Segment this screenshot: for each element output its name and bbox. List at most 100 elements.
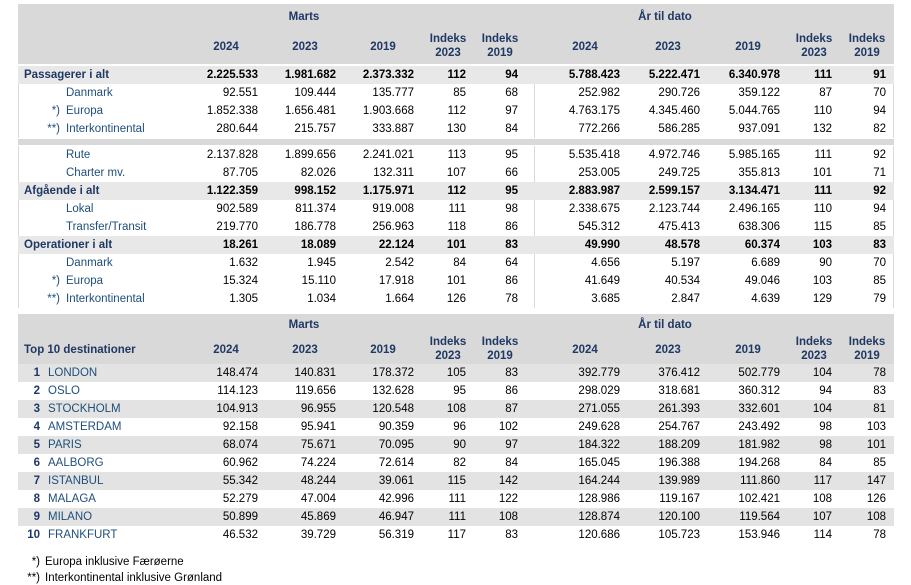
cell-ytd-indeks-2019: 78 [873,529,886,541]
row-label-text: Rute [66,149,91,161]
cell-marts-2023: 96.955 [300,403,336,415]
section-gap [526,146,542,164]
row-label: **) Interkontinental [18,293,186,305]
cell-ytd-2024: 392.779 [578,367,620,379]
footnote-interkontinental: **) Interkontinental inklusive Grønland [18,570,911,585]
cell-ytd-indeks-2023: 115 [813,221,832,233]
cell-marts-indeks-2019: 84 [505,457,518,469]
cell-marts-2024: 50.899 [222,511,258,523]
cell-marts-2023: 47.004 [300,493,336,505]
cell-ytd-2023: 261.393 [658,403,700,415]
col-header-ytd-2024: 2024 [572,41,598,53]
cell-ytd-indeks-2023: 114 [813,529,832,541]
cell-ytd-indeks-2019: 83 [873,239,886,251]
cell-marts-indeks-2023: 111 [448,203,466,215]
traffic-summary-table: Marts År til dato 2024 2023 2019 Indeks … [18,4,894,308]
cell-ytd-indeks-2019: 78 [873,367,886,379]
cell-marts-2019: 135.777 [372,87,414,99]
destination-label: 5 PARIS [18,439,186,451]
table-row: *) Europa 15.324 15.110 17.918 101 86 41.649 40.… [18,272,894,290]
section-label-marts: Marts [288,319,320,331]
cell-marts-indeks-2023: 82 [453,457,466,469]
cell-ytd-indeks-2023: 87 [819,87,832,99]
cell-marts-indeks-2023: 113 [447,149,466,161]
cell-marts-indeks-2019: 102 [498,421,518,433]
cell-marts-indeks-2019: 94 [505,69,518,81]
destination-label: 3 STOCKHOLM [18,403,186,415]
row-label-text: Lokal [66,203,94,215]
cell-marts-2023: 75.671 [300,439,336,451]
cell-ytd-indeks-2023: 90 [819,257,832,269]
section-label-ytd: År til dato [638,319,692,331]
cell-ytd-indeks-2023: 108 [812,493,832,505]
cell-marts-2024: 1.852.338 [206,105,258,117]
cell-ytd-2023: 290.726 [658,87,700,99]
table-row: Operationer i alt 18.261 18.089 22.124 101 83… [18,236,894,254]
cell-ytd-2019: 2.496.165 [728,203,780,215]
cell-ytd-indeks-2023: 98 [819,421,832,433]
cell-marts-2023: 109.444 [294,87,336,99]
cell-marts-indeks-2019: 68 [505,87,518,99]
col-header-ytd-2024: 2024 [572,344,598,356]
col-header-marts-2023: 2023 [292,344,318,356]
cell-ytd-indeks-2023: 94 [819,385,832,397]
cell-marts-2023: 48.244 [300,475,336,487]
cell-ytd-indeks-2019: 85 [873,457,886,469]
footnote-europa: *) Europa inklusive Færøerne [18,554,911,570]
col-header-marts-2023: 2023 [292,41,318,53]
cell-marts-indeks-2019: 78 [505,293,518,305]
row-label: Transfer/Transit [18,221,186,233]
cell-marts-indeks-2019: 66 [505,167,518,179]
cell-marts-indeks-2023: 112 [447,69,466,81]
cell-marts-2024: 2.137.828 [206,149,258,161]
cell-marts-2019: 120.548 [372,403,414,415]
table-row: Danmark 1.632 1.945 2.542 84 64 4.656 5.197 6.68… [18,254,894,272]
cell-marts-2019: 42.996 [378,493,414,505]
cell-ytd-indeks-2019: 101 [866,439,886,451]
table-row: **) Interkontinental 1.305 1.034 1.664 126 78 3… [18,290,894,308]
cell-marts-2024: 68.074 [222,439,258,451]
cell-marts-2023: 74.224 [300,457,336,469]
destination-rank: 4 [33,421,40,433]
footnote-marker: **) [27,572,40,584]
destination-rank: 6 [33,457,40,469]
section-gap [526,254,542,272]
cell-ytd-indeks-2019: 82 [873,123,886,135]
row-label-marker: **) [47,293,60,305]
cell-marts-2019: 178.372 [372,367,414,379]
cell-ytd-2023: 139.989 [658,475,700,487]
cell-marts-2019: 2.373.332 [362,69,414,81]
cell-ytd-2019: 360.312 [738,385,780,397]
cell-ytd-indeks-2019: 79 [873,293,886,305]
destination-name: AMSTERDAM [48,421,122,433]
cell-ytd-indeks-2023: 117 [813,475,832,487]
col-header-marts-indeks-2023: Indeks 2023 [429,33,467,59]
cell-marts-indeks-2023: 111 [448,511,466,523]
cell-ytd-2024: 5.535.418 [568,149,620,161]
cell-ytd-2024: 49.990 [584,239,620,251]
row-label: Passagerer i alt [18,69,186,81]
table-row: *) Europa 1.852.338 1.656.481 1.903.668 112 97… [18,102,894,120]
cell-marts-2019: 919.008 [372,203,414,215]
cell-marts-indeks-2019: 83 [505,239,518,251]
cell-marts-2024: 148.474 [216,367,258,379]
cell-ytd-2023: 4.972.746 [648,149,700,161]
cell-ytd-2023: 119.167 [659,493,700,505]
cell-marts-2019: 256.963 [372,221,414,233]
row-label: **) Interkontinental [18,123,186,135]
cell-ytd-2023: 254.767 [658,421,700,433]
col-header-marts-2019: 2019 [370,344,396,356]
cell-marts-indeks-2019: 97 [505,105,518,117]
cell-ytd-indeks-2023: 107 [812,511,832,523]
cell-marts-2023: 1.899.656 [284,149,336,161]
cell-ytd-2023: 196.388 [658,457,700,469]
cell-ytd-2019: 153.946 [738,529,780,541]
cell-ytd-2024: 184.322 [578,439,620,451]
top10-table-header: Marts År til dato Top 10 destinationer 2… [18,314,894,364]
row-label-marker: **) [47,123,60,135]
row-label: *) Europa [18,105,186,117]
row-label: Danmark [18,87,186,99]
cell-marts-indeks-2019: 83 [505,529,518,541]
cell-marts-2024: 280.644 [216,123,258,135]
destination-row: 5 PARIS 68.074 75.671 70.095 90 97 184.322 188.2… [18,436,894,454]
